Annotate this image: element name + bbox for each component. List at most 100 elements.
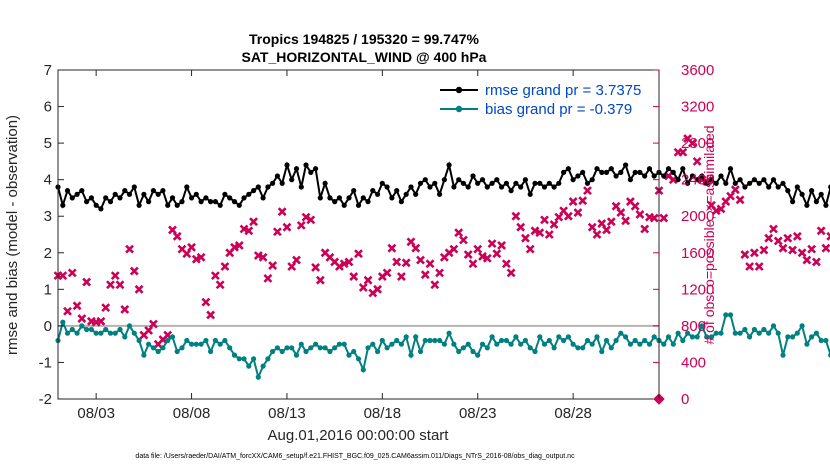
- rmse-point: [623, 162, 629, 168]
- bias-point: [451, 341, 457, 347]
- rmse-point: [708, 177, 715, 183]
- obs-count-marker: [635, 209, 645, 219]
- bias-point: [160, 345, 166, 351]
- obs-count-marker: [592, 230, 602, 239]
- obs-count-marker: [463, 250, 473, 260]
- rmse-point: [484, 184, 490, 190]
- bias-point: [222, 337, 228, 344]
- bias-point: [823, 337, 829, 344]
- bias-point: [718, 330, 724, 336]
- rmse-point: [389, 195, 395, 201]
- obs-count-marker: [811, 257, 821, 267]
- bias-point: [146, 341, 152, 347]
- bias-point: [470, 348, 476, 355]
- obs-count-marker: [735, 195, 745, 205]
- rmse-point: [680, 166, 686, 172]
- bias-point: [289, 345, 295, 351]
- rmse-point: [479, 177, 486, 183]
- rmse-point: [599, 169, 605, 175]
- rmse-point: [527, 191, 533, 197]
- y-tick-label: 5: [44, 135, 52, 152]
- obs-count-marker: [563, 211, 573, 221]
- bias-point: [694, 334, 700, 340]
- y2-tick-label: 1200: [681, 281, 714, 298]
- obs-count-marker: [354, 249, 363, 259]
- rmse-point: [74, 191, 80, 197]
- rmse-point: [537, 180, 543, 186]
- rmse-point: [313, 166, 319, 172]
- rmse-point: [689, 173, 696, 179]
- rmse-point: [432, 180, 438, 186]
- bias-point: [384, 345, 390, 351]
- rmse-point: [627, 177, 634, 183]
- obs-count-marker: [482, 253, 492, 263]
- rmse-point: [64, 188, 71, 194]
- bias-point: [484, 345, 490, 351]
- bias-point: [637, 341, 643, 347]
- obs-count-marker: [826, 231, 830, 241]
- bias-point: [546, 337, 552, 344]
- bias-point: [632, 337, 638, 344]
- rmse-point: [379, 180, 385, 186]
- bias-point: [327, 348, 333, 355]
- bias-point: [675, 330, 681, 336]
- rmse-point: [179, 199, 185, 205]
- bias-point: [126, 323, 133, 329]
- bias-point: [236, 356, 242, 362]
- rmse-point: [756, 180, 762, 186]
- obs-count-marker: [263, 273, 273, 283]
- rmse-point: [809, 188, 815, 194]
- bias-point: [603, 337, 610, 344]
- rmse-point: [651, 173, 657, 179]
- rmse-point: [198, 199, 204, 205]
- obs-count-marker: [583, 186, 592, 196]
- rmse-point: [580, 169, 586, 175]
- rmse-point: [160, 188, 166, 194]
- bias-point: [117, 326, 123, 333]
- bias-point: [246, 363, 252, 369]
- obs-count-marker: [769, 224, 778, 234]
- rmse-point: [642, 173, 648, 179]
- obs-count-marker: [315, 275, 325, 285]
- bias-point: [322, 345, 328, 351]
- obs-count-marker: [311, 262, 320, 272]
- obs-count-marker: [521, 233, 530, 243]
- obs-count-marker: [501, 259, 511, 269]
- legend-rmse-marker: [455, 86, 463, 94]
- rmse-point: [499, 184, 505, 190]
- rmse-point: [332, 199, 338, 205]
- bias-point: [508, 341, 514, 347]
- rmse-point: [508, 188, 514, 194]
- rmse-point: [522, 177, 529, 183]
- bias-point: [751, 326, 758, 333]
- rmse-point: [217, 202, 223, 208]
- rmse-point: [422, 177, 428, 183]
- bias-point: [107, 330, 114, 336]
- obs-count-marker: [387, 243, 397, 253]
- bias-point: [465, 341, 471, 347]
- plot-area: [58, 70, 659, 399]
- bias-point: [613, 337, 619, 344]
- rmse-point: [589, 177, 595, 183]
- legend-bias-marker: [455, 105, 463, 113]
- obs-count-marker: [268, 261, 278, 270]
- obs-count-marker: [420, 270, 430, 280]
- bias-point: [64, 330, 71, 336]
- legend-rmse-label: rmse grand pr = 3.7375: [485, 82, 641, 99]
- bias-point: [575, 345, 581, 351]
- obs-count-marker: [397, 272, 406, 281]
- bias-point: [551, 345, 557, 351]
- bias-point: [708, 334, 715, 340]
- bias-point: [193, 341, 199, 347]
- obs-count-marker: [640, 224, 650, 234]
- obs-count-marker: [77, 314, 87, 323]
- rmse-point: [174, 202, 180, 208]
- bias-point: [651, 334, 657, 340]
- rmse-point: [284, 162, 290, 168]
- obs-count-marker: [568, 197, 578, 207]
- rmse-point: [794, 184, 800, 190]
- bias-point: [446, 330, 452, 336]
- rmse-point: [265, 184, 271, 190]
- obs-count-marker: [516, 222, 526, 232]
- rmse-point: [727, 166, 734, 172]
